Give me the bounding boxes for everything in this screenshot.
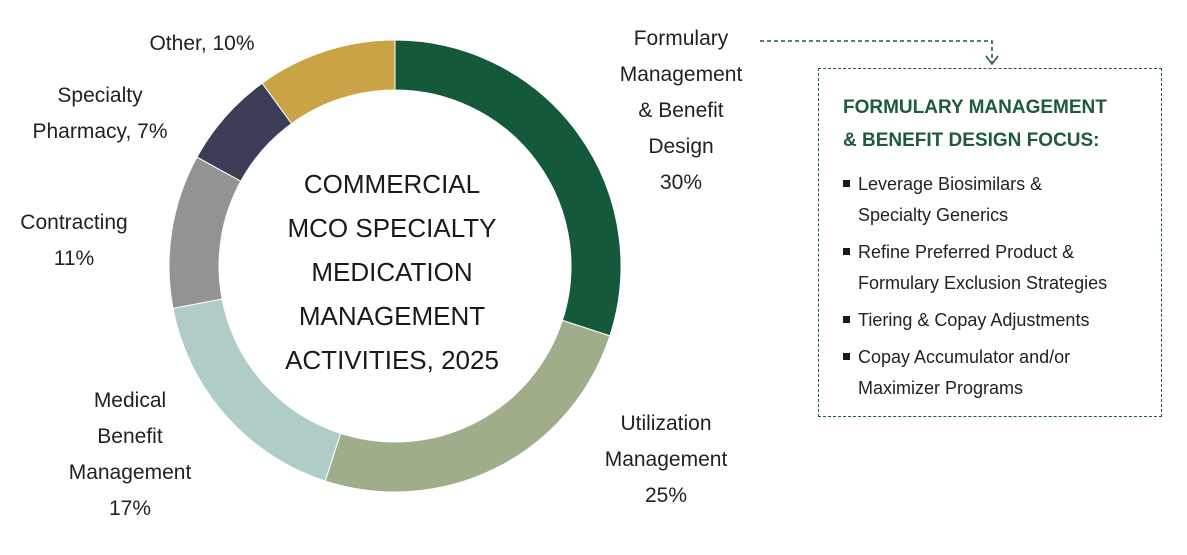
label-line: Management <box>68 461 192 484</box>
label-line: Benefit <box>97 425 163 448</box>
item-line: Refine Preferred Product & <box>858 242 1075 262</box>
focus-list: Leverage Biosimilars & Specialty Generic… <box>843 169 1143 404</box>
item-line: Copay Accumulator and/or <box>858 347 1071 367</box>
label-line: Pharmacy, 7% <box>32 120 168 143</box>
focus-list-item: Refine Preferred Product & Formulary Exc… <box>843 237 1143 299</box>
chart-title-line: MEDICATION <box>311 257 473 287</box>
label-line: & Benefit <box>638 99 724 122</box>
slice-label-medical-benefit: Medical Benefit Management 17% <box>50 383 210 527</box>
label-line: Design <box>648 135 714 158</box>
focus-list-item: Tiering & Copay Adjustments <box>843 305 1143 336</box>
item-line: Specialty Generics <box>858 205 1009 225</box>
item-line: Formulary Exclusion Strategies <box>858 273 1108 293</box>
chart-title-line: MANAGEMENT <box>298 301 486 331</box>
slice-label-other: Other, 10% <box>132 26 272 62</box>
chart-title-line: COMMERCIAL <box>303 169 481 199</box>
item-line: Maximizer Programs <box>858 378 1024 398</box>
slice-label-contracting: Contracting 11% <box>4 205 144 277</box>
label-line: Formulary <box>633 27 729 50</box>
focus-list-item: Copay Accumulator and/or Maximizer Progr… <box>843 342 1143 404</box>
label-line: 30% <box>659 171 703 194</box>
label-line: Medical <box>93 389 167 412</box>
chart-title-line: MCO SPECIALTY <box>287 213 497 243</box>
focus-box-title: FORMULARY MANAGEMENT & BENEFIT DESIGN FO… <box>843 91 1143 157</box>
item-line: Tiering & Copay Adjustments <box>858 310 1090 330</box>
slice-label-specialty-pharmacy: Specialty Pharmacy, 7% <box>20 78 180 150</box>
connector-arrow <box>760 40 993 62</box>
slice-label-utilization: Utilization Management 25% <box>586 406 746 514</box>
label-line: Contracting <box>20 211 128 234</box>
label-line: Utilization <box>620 412 712 435</box>
focus-title-line: FORMULARY MANAGEMENT <box>843 97 1107 118</box>
focus-list-item: Leverage Biosimilars & Specialty Generic… <box>843 169 1143 231</box>
label-line: 25% <box>644 484 688 507</box>
donut-slice-5 <box>261 39 396 125</box>
label-line: Specialty <box>57 84 143 107</box>
donut-slice-3 <box>168 156 242 309</box>
focus-title-line: & BENEFIT DESIGN FOCUS: <box>843 130 1100 151</box>
slice-label-formulary: Formulary Management & Benefit Design 30… <box>606 21 756 201</box>
focus-box: FORMULARY MANAGEMENT & BENEFIT DESIGN FO… <box>818 68 1162 417</box>
connector-arrowhead <box>985 55 999 66</box>
label-line: Management <box>604 448 728 471</box>
label-line: Other, 10% <box>149 32 255 55</box>
chart-title-line: ACTIVITIES, 2025 <box>285 345 499 375</box>
label-line: Management <box>619 63 743 86</box>
label-line: 17% <box>108 497 152 520</box>
item-line: Leverage Biosimilars & <box>858 174 1043 194</box>
chart-title: COMMERCIAL MCO SPECIALTY MEDICATION MANA… <box>262 162 522 382</box>
label-line: 11% <box>53 247 95 270</box>
